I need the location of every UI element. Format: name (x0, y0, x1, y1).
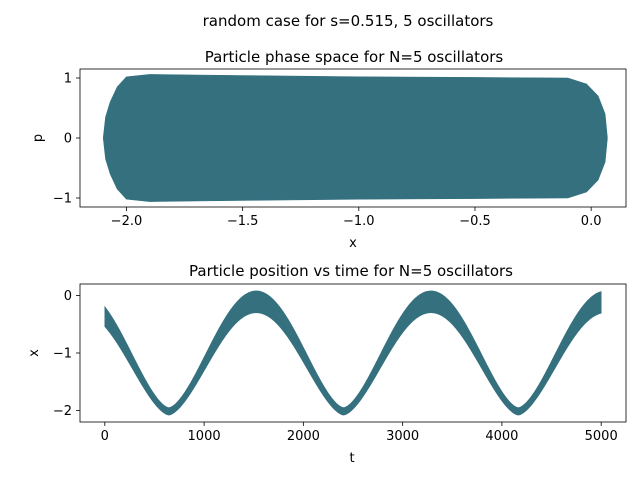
position-time-xlabel: t (349, 451, 354, 466)
phase-space-xlabel: x (349, 236, 357, 251)
phase-space-ytick-label: −1 (53, 192, 72, 207)
phase-space-ytick-label: 1 (64, 72, 72, 87)
position-time-xtick-label: 4000 (485, 429, 518, 444)
position-time-ticks: 0 1000 2000 3000 4000 5000 −2 −1 0 (53, 289, 618, 444)
phase-space-trajectory (102, 74, 608, 202)
position-time-xtick-label: 3000 (386, 429, 419, 444)
position-time-xtick-label: 0 (101, 429, 109, 444)
phase-space-xtick-label: −1.0 (343, 214, 375, 229)
position-time-ytick-label: −2 (53, 404, 72, 419)
position-time-ytick-label: −1 (53, 347, 72, 362)
phase-space-title: Particle phase space for N=5 oscillators (205, 48, 504, 66)
position-time-xtick-label: 2000 (287, 429, 320, 444)
phase-space-ytick-label: 0 (64, 132, 72, 147)
phase-space-xtick-label: −0.5 (459, 214, 491, 229)
phase-space-ylabel: p (31, 134, 46, 142)
phase-space-xtick-label: −2.0 (111, 214, 143, 229)
phase-space-chart: Particle phase space for N=5 oscillators… (31, 48, 627, 251)
figure-suptitle: random case for s=0.515, 5 oscillators (203, 12, 494, 30)
position-time-frame (79, 283, 627, 423)
position-time-xtick-label: 1000 (188, 429, 221, 444)
position-time-xtick-label: 5000 (585, 429, 618, 444)
position-time-ytick-label: 0 (64, 289, 72, 304)
phase-space-xtick-label: −1.5 (227, 214, 259, 229)
phase-space-frame (79, 68, 627, 208)
phase-space-ticks: −2.0 −1.5 −1.0 −0.5 0.0 −1 0 1 (53, 72, 602, 230)
phase-space-plot-area (102, 74, 608, 202)
position-time-plot-area (104, 290, 602, 416)
position-time-title: Particle position vs time for N=5 oscill… (189, 262, 513, 280)
position-time-chart: Particle position vs time for N=5 oscill… (27, 262, 627, 466)
position-time-ylabel: x (27, 349, 42, 357)
position-time-band (104, 290, 602, 416)
phase-space-xtick-label: 0.0 (581, 214, 602, 229)
